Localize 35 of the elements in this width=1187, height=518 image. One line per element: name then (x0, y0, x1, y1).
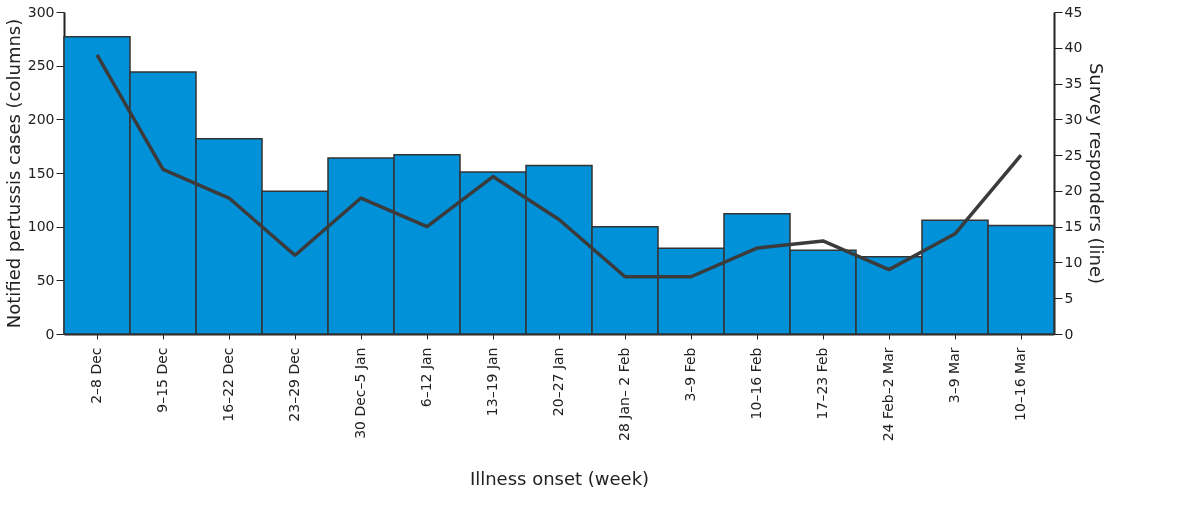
y-tick-label: 250 (27, 57, 55, 74)
x-tick-label: 20–27 Jan (550, 347, 566, 417)
x-tick-label: 30 Dec–5 Jan (352, 347, 368, 439)
y2-tick-label: 5 (1064, 289, 1074, 306)
x-axis-title: Illness onset (week) (469, 468, 650, 490)
y-tick-label: 50 (36, 271, 55, 288)
x-tick-label: 28 Jan– 2 Feb (616, 347, 632, 441)
x-tick-label: 17–23 Feb (814, 347, 830, 420)
x-tick-label: 6–12 Jan (418, 347, 434, 408)
y-tick-label: 0 (45, 325, 55, 342)
y2-axis-title: Survey responders (line) (1086, 62, 1108, 285)
x-tick-label: 24 Feb–2 Mar (880, 347, 896, 442)
y-tick-label: 200 (27, 110, 55, 127)
x-tick-label: 2–8 Dec (88, 347, 104, 404)
y2-tick-label: 25 (1064, 146, 1083, 163)
y-tick-label: 150 (27, 164, 55, 181)
x-tick-label: 10–16 Feb (748, 347, 764, 420)
x-tick-label: 16–22 Dec (220, 347, 236, 422)
y-tick-label: 300 (27, 3, 55, 20)
y-axis-title: Notified pertussis cases (columns) (2, 18, 24, 329)
x-tick-label: 9–15 Dec (154, 347, 170, 413)
x-tick-label: 13–19 Jan (484, 347, 500, 417)
y2-tick-label: 35 (1064, 75, 1083, 92)
y2-tick-label: 0 (1064, 325, 1074, 342)
x-tick-label: 3–9 Feb (682, 347, 698, 402)
y2-tick-label: 15 (1064, 218, 1083, 235)
y2-tick-label: 30 (1064, 110, 1083, 127)
y2-tick-label: 20 (1064, 182, 1083, 199)
y2-tick-label: 45 (1064, 3, 1083, 20)
x-tick-label: 10–16 Mar (1012, 347, 1028, 421)
x-tick-label: 3–9 Mar (946, 347, 962, 404)
x-tick-label: 23–29 Dec (286, 347, 302, 422)
y2-tick-label: 40 (1064, 39, 1083, 56)
y2-tick-label: 10 (1064, 253, 1083, 270)
y-tick-label: 100 (27, 218, 55, 235)
